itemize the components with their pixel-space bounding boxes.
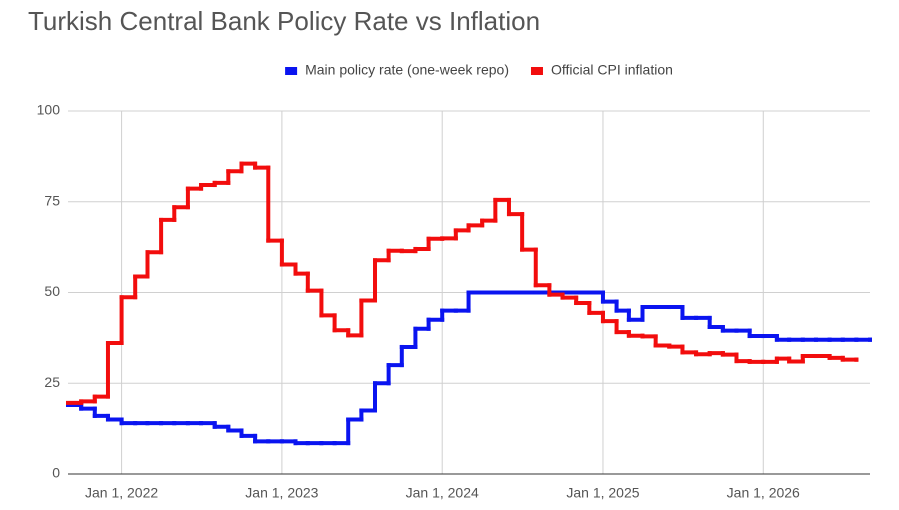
- chart-title: Turkish Central Bank Policy Rate vs Infl…: [28, 6, 540, 36]
- x-tick-label: Jan 1, 2023: [245, 485, 318, 501]
- y-tick-label: 100: [37, 102, 61, 118]
- legend-label: Official CPI inflation: [551, 62, 673, 78]
- legend-item: Official CPI inflation: [530, 62, 673, 78]
- y-tick-label: 25: [44, 374, 60, 390]
- y-tick-label: 50: [44, 283, 60, 299]
- x-tick-label: Jan 1, 2024: [406, 485, 479, 501]
- legend-item: Main policy rate (one-week repo): [285, 62, 509, 78]
- grid: 0 25 50 75 100 Jan 1, 2022 Jan 1, 2023 Jan 1, 2…: [37, 102, 870, 501]
- x-tick-label: Jan 1, 2022: [85, 485, 158, 501]
- y-tick-label: 75: [44, 192, 60, 208]
- legend-label: Main policy rate (one-week repo): [305, 62, 509, 78]
- plot-area: [66, 161, 872, 446]
- legend-swatch: [285, 67, 298, 75]
- legend-swatch: [530, 67, 543, 75]
- x-tick-label: Jan 1, 2026: [727, 485, 800, 501]
- x-tick-label: Jan 1, 2025: [566, 485, 639, 501]
- legend: Main policy rate (one-week repo) Official…: [285, 62, 673, 78]
- y-tick-label: 0: [52, 465, 60, 481]
